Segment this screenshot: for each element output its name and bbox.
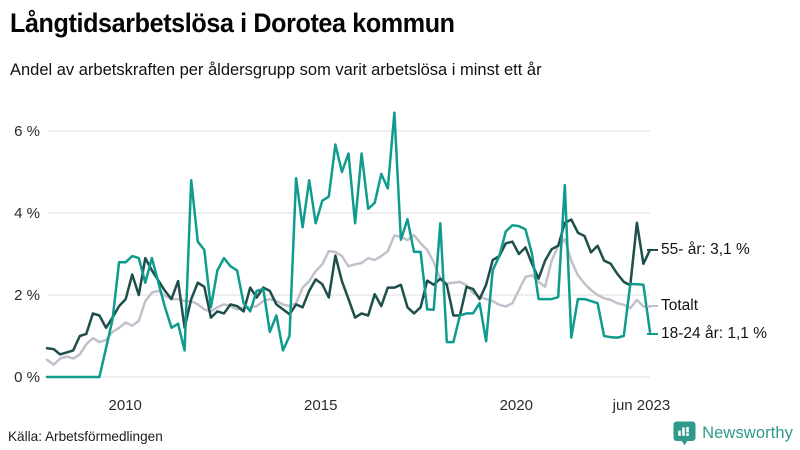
y-tick-label: 6 % [14, 122, 40, 140]
newsworthy-icon [673, 421, 696, 446]
series-line-55-r [45, 218, 652, 356]
x-tick-label: 2010 [108, 397, 142, 414]
series-line-18-24-r [45, 111, 652, 379]
series-line-Totalt [45, 233, 652, 366]
y-tick-label: 2 % [14, 286, 40, 304]
series-label-55: 55- år: 3,1 % [661, 240, 750, 258]
series-total-connector [647, 305, 658, 308]
page-subtitle: Andel av arbetskraften per åldersgrupp s… [10, 60, 542, 79]
series-label-18-24: 18-24 år: 1,1 % [661, 324, 767, 342]
x-tick-label: jun 2023 [612, 397, 671, 414]
series-55-connector [647, 248, 658, 251]
x-tick-label: 2020 [499, 397, 533, 414]
y-tick-label: 4 % [14, 204, 40, 222]
page-title: Långtidsarbetslösa i Dorotea kommun [10, 8, 455, 38]
series-label-total: Totalt [661, 297, 699, 315]
newsworthy-wordmark: Newsworthy [702, 424, 793, 442]
newsworthy-logo[interactable]: Newsworthy [673, 421, 793, 446]
source-credit: Källa: Arbetsförmedlingen [8, 428, 163, 444]
series-18-24-connector [647, 332, 658, 335]
y-tick-label: 0 % [14, 368, 40, 386]
x-tick-label: 2015 [304, 397, 338, 414]
